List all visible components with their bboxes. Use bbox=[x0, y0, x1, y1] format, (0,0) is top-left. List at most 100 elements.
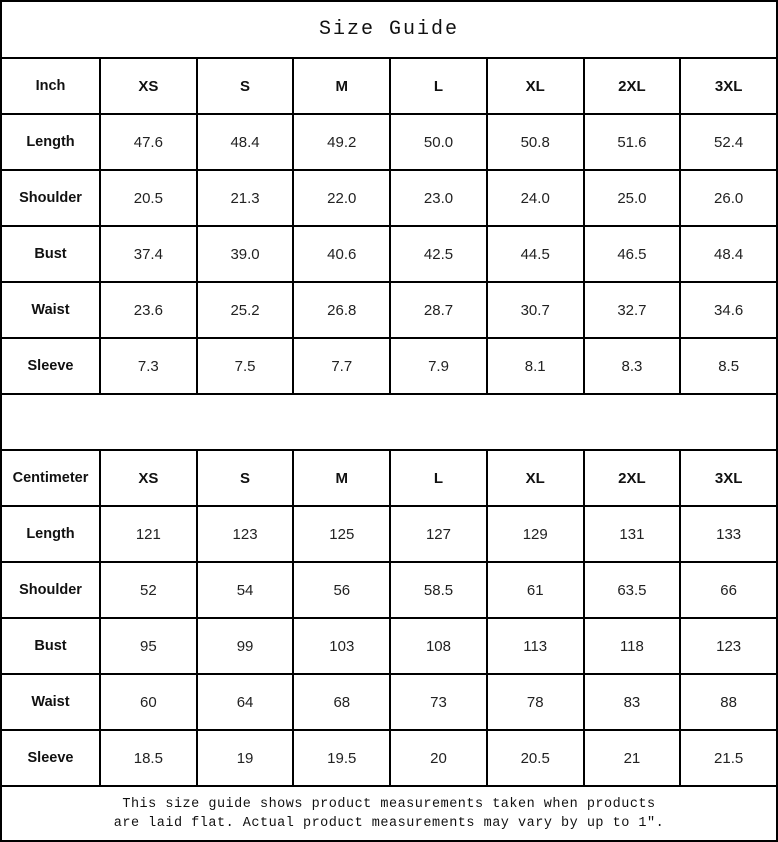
size-header-cell: M bbox=[292, 59, 389, 113]
measurement-cell: 95 bbox=[99, 619, 196, 673]
row-label-cell: Sleeve bbox=[27, 358, 74, 374]
size-header-cell: 2XL bbox=[582, 451, 680, 505]
measurement-cell: 108 bbox=[389, 619, 486, 673]
measurement-cell: 7.9 bbox=[389, 339, 486, 393]
size-guide-title: Size Guide bbox=[318, 18, 460, 41]
measurement-cell: 7.3 bbox=[99, 339, 196, 393]
row-label-cell: Sleeve bbox=[27, 750, 74, 766]
measurement-cell: 8.5 bbox=[679, 339, 776, 393]
measurement-cell: 23.6 bbox=[99, 283, 196, 337]
measurement-cell: 54 bbox=[195, 563, 293, 617]
measurement-cell: 18.5 bbox=[99, 731, 196, 785]
measurement-cell: 129 bbox=[485, 507, 583, 561]
measurement-cell: 113 bbox=[485, 619, 583, 673]
measurement-row-sleeve: Sleeve 18.5 19 19.5 20 20.5 21 21.5 bbox=[2, 729, 776, 785]
size-header-row: Centimeter XS S M L XL 2XL 3XL bbox=[2, 449, 776, 505]
measurement-cell: 25.0 bbox=[582, 171, 680, 225]
size-header-cell: L bbox=[389, 451, 486, 505]
row-label-cell: Waist bbox=[31, 694, 70, 710]
measurement-cell: 8.1 bbox=[485, 339, 583, 393]
measurement-cell: 20.5 bbox=[485, 731, 583, 785]
measurement-cell: 28.7 bbox=[389, 283, 486, 337]
measurement-cell: 47.6 bbox=[99, 115, 196, 169]
measurement-cell: 19 bbox=[195, 731, 293, 785]
size-header-cell: XL bbox=[485, 59, 583, 113]
measurement-cell: 63.5 bbox=[582, 563, 680, 617]
measurement-cell: 50.0 bbox=[389, 115, 486, 169]
measurement-cell: 50.8 bbox=[485, 115, 583, 169]
measurement-cell: 56 bbox=[292, 563, 389, 617]
unit-header-cell: Centimeter bbox=[12, 470, 89, 486]
measurement-cell: 88 bbox=[679, 675, 776, 729]
size-header-cell: XS bbox=[99, 59, 196, 113]
measurement-row-bust: Bust 37.4 39.0 40.6 42.5 44.5 46.5 48.4 bbox=[2, 225, 776, 281]
size-header-cell: S bbox=[195, 451, 293, 505]
size-header-cell: 3XL bbox=[679, 451, 776, 505]
table-spacer-row bbox=[2, 393, 776, 449]
size-header-cell: M bbox=[292, 451, 389, 505]
measurement-row-waist: Waist 23.6 25.2 26.8 28.7 30.7 32.7 34.6 bbox=[2, 281, 776, 337]
size-header-row: Inch XS S M L XL 2XL 3XL bbox=[2, 57, 776, 113]
measurement-cell: 20.5 bbox=[99, 171, 196, 225]
inch-size-table: Inch XS S M L XL 2XL 3XL Length 47.6 48.4 49.2 50.0 5… bbox=[2, 57, 776, 393]
measurement-cell: 23.0 bbox=[389, 171, 486, 225]
measurement-cell: 66 bbox=[679, 563, 776, 617]
measurement-cell: 46.5 bbox=[582, 227, 680, 281]
measurement-cell: 37.4 bbox=[99, 227, 196, 281]
measurement-row-waist: Waist 60 64 68 73 78 83 88 bbox=[2, 673, 776, 729]
measurement-cell: 123 bbox=[679, 619, 776, 673]
measurement-cell: 21.5 bbox=[679, 731, 776, 785]
measurement-cell: 68 bbox=[292, 675, 389, 729]
measurement-cell: 64 bbox=[195, 675, 293, 729]
measurement-cell: 123 bbox=[195, 507, 293, 561]
row-label-cell: Shoulder bbox=[19, 190, 82, 206]
measurement-cell: 26.0 bbox=[679, 171, 776, 225]
measurement-cell: 99 bbox=[195, 619, 293, 673]
measurement-cell: 125 bbox=[292, 507, 389, 561]
measurement-cell: 7.5 bbox=[195, 339, 293, 393]
measurement-cell: 131 bbox=[582, 507, 680, 561]
size-header-cell: 2XL bbox=[582, 59, 680, 113]
measurement-cell: 22.0 bbox=[292, 171, 389, 225]
measurement-row-length: Length 121 123 125 127 129 131 133 bbox=[2, 505, 776, 561]
centimeter-size-table: Centimeter XS S M L XL 2XL 3XL Length 121 123 125 12… bbox=[2, 449, 776, 785]
size-header-cell: XL bbox=[485, 451, 583, 505]
measurement-cell: 48.4 bbox=[679, 227, 776, 281]
row-label-cell: Length bbox=[26, 134, 75, 150]
row-label-cell: Length bbox=[26, 526, 75, 542]
measurement-cell: 32.7 bbox=[582, 283, 680, 337]
measurement-cell: 19.5 bbox=[292, 731, 389, 785]
measurement-cell: 103 bbox=[292, 619, 389, 673]
row-label-cell: Bust bbox=[34, 246, 67, 262]
measurement-cell: 121 bbox=[99, 507, 196, 561]
size-header-cell: S bbox=[195, 59, 293, 113]
size-header-cell: L bbox=[389, 59, 486, 113]
measurement-row-sleeve: Sleeve 7.3 7.5 7.7 7.9 8.1 8.3 8.5 bbox=[2, 337, 776, 393]
measurement-row-shoulder: Shoulder 52 54 56 58.5 61 63.5 66 bbox=[2, 561, 776, 617]
measurement-cell: 21.3 bbox=[195, 171, 293, 225]
measurement-cell: 58.5 bbox=[389, 563, 486, 617]
row-label-cell: Bust bbox=[34, 638, 67, 654]
measurement-cell: 21 bbox=[582, 731, 680, 785]
measurement-cell: 127 bbox=[389, 507, 486, 561]
measurement-row-shoulder: Shoulder 20.5 21.3 22.0 23.0 24.0 25.0 26.0 bbox=[2, 169, 776, 225]
measurement-cell: 61 bbox=[485, 563, 583, 617]
measurement-cell: 26.8 bbox=[292, 283, 389, 337]
measurement-cell: 48.4 bbox=[195, 115, 293, 169]
measurement-cell: 34.6 bbox=[679, 283, 776, 337]
measurement-cell: 44.5 bbox=[485, 227, 583, 281]
measurement-cell: 39.0 bbox=[195, 227, 293, 281]
measurement-cell: 51.6 bbox=[582, 115, 680, 169]
measurement-cell: 7.7 bbox=[292, 339, 389, 393]
footer-note-line2: are laid flat. Actual product measuremen… bbox=[113, 815, 665, 831]
measurement-cell: 118 bbox=[582, 619, 680, 673]
row-label-cell: Waist bbox=[31, 302, 70, 318]
row-label-cell: Shoulder bbox=[19, 582, 82, 598]
size-header-cell: XS bbox=[99, 451, 196, 505]
measurement-cell: 42.5 bbox=[389, 227, 486, 281]
measurement-cell: 20 bbox=[389, 731, 486, 785]
measurement-cell: 78 bbox=[485, 675, 583, 729]
measurement-cell: 24.0 bbox=[485, 171, 583, 225]
measurement-row-bust: Bust 95 99 103 108 113 118 123 bbox=[2, 617, 776, 673]
